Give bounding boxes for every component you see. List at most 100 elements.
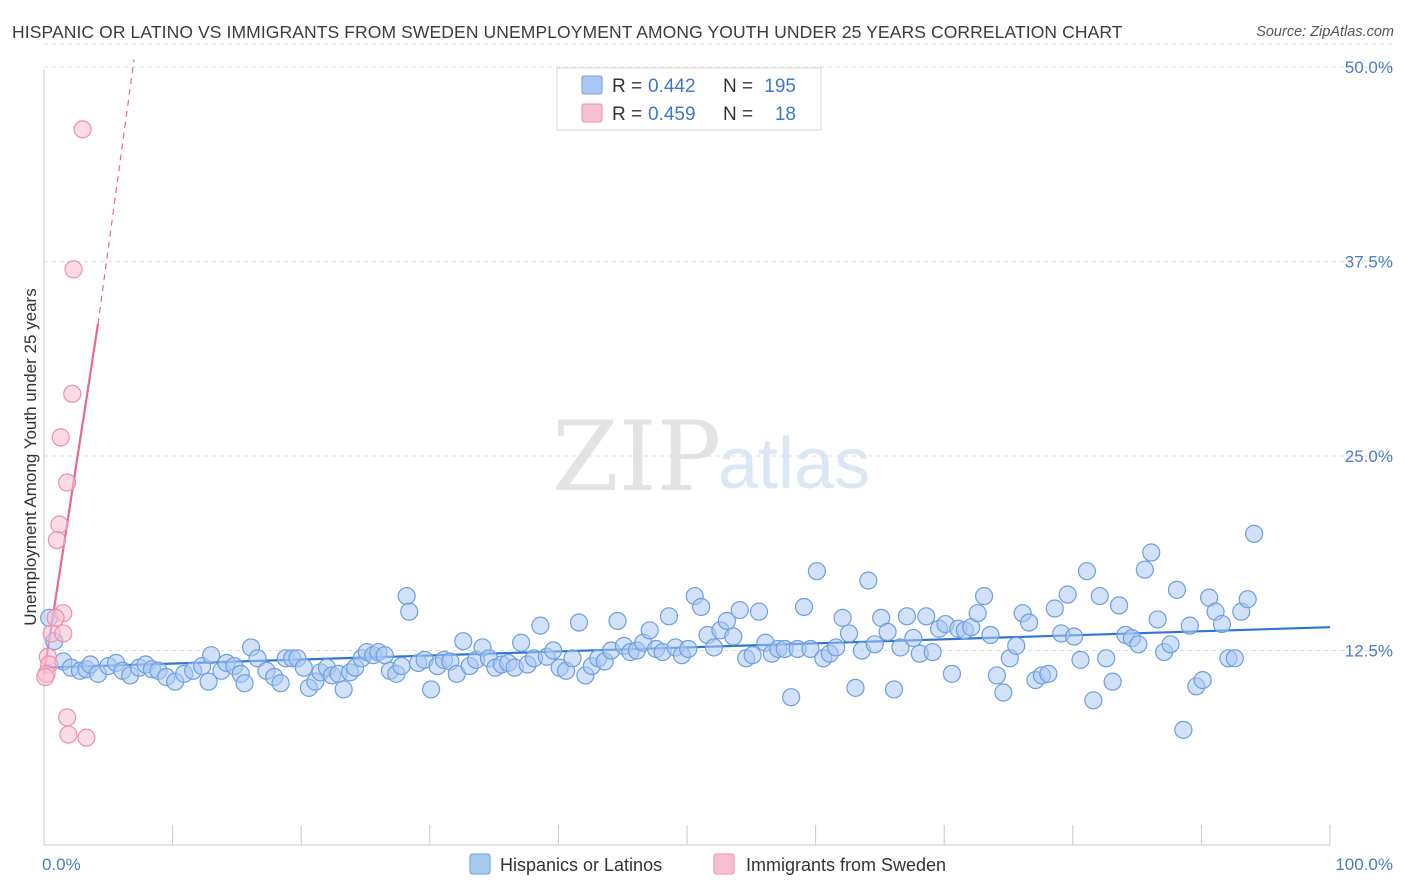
- y-tick-label-3: 50.0%: [1345, 58, 1393, 77]
- point-hispanics-117: [801, 639, 820, 659]
- point-hispanics-109: [749, 602, 769, 621]
- point-hispanics-160: [1077, 562, 1097, 581]
- x-ticks: [172, 825, 1331, 845]
- point-sweden-14: [58, 708, 77, 727]
- y-tick-label-1: 25.0%: [1345, 447, 1393, 466]
- point-hispanics-100: [692, 597, 711, 617]
- point-hispanics-164: [1103, 672, 1122, 691]
- point-sweden-2: [63, 384, 82, 403]
- bottom-legend: Hispanics or Latinos Immigrants from Swe…: [469, 853, 946, 875]
- point-hispanics-143: [968, 604, 987, 623]
- point-hispanics-77: [544, 641, 563, 660]
- point-hispanics-98: [679, 639, 698, 659]
- point-hispanics-127: [865, 635, 884, 654]
- point-hispanics-185: [1238, 590, 1257, 609]
- point-hispanics-114: [782, 688, 801, 707]
- point-hispanics-75: [531, 616, 550, 635]
- point-sweden-9: [54, 624, 73, 643]
- point-hispanics-122: [833, 608, 852, 627]
- point-hispanics-22: [202, 646, 221, 665]
- point-sweden-16: [77, 728, 96, 747]
- point-hispanics-130: [884, 680, 904, 699]
- y-tick-label-0: 12.5%: [1345, 642, 1393, 661]
- point-hispanics-54: [397, 586, 416, 606]
- point-hispanics-63: [454, 632, 473, 651]
- point-hispanics-87: [608, 611, 627, 631]
- point-hispanics-43: [334, 680, 353, 699]
- legend-n-label-pink: N =: [723, 104, 753, 125]
- point-hispanics-161: [1084, 691, 1103, 710]
- x-tick-label-max: 100.0%: [1335, 855, 1393, 874]
- point-hispanics-169: [1135, 560, 1154, 579]
- point-hispanics-92: [640, 621, 659, 640]
- point-hispanics-50: [375, 646, 394, 665]
- point-hispanics-116: [794, 597, 814, 617]
- point-hispanics-121: [827, 638, 846, 657]
- point-hispanics-139: [942, 664, 962, 683]
- y-axis-title: Unemployment Among Youth under 25 years: [21, 288, 40, 625]
- point-hispanics-80: [563, 649, 582, 668]
- bottom-legend-label-pink: Immigrants from Sweden: [746, 855, 946, 875]
- point-hispanics-157: [1058, 585, 1077, 604]
- point-hispanics-170: [1142, 543, 1161, 562]
- point-hispanics-106: [730, 600, 749, 620]
- watermark-atlas: atlas: [718, 424, 870, 504]
- point-hispanics-136: [923, 642, 942, 662]
- series-sweden-points: [36, 120, 96, 747]
- point-hispanics-29: [248, 649, 267, 668]
- point-hispanics-108: [743, 646, 762, 665]
- point-hispanics-53: [392, 656, 411, 676]
- point-sweden-5: [50, 515, 69, 534]
- trend-lines: [42, 59, 1331, 675]
- point-hispanics-181: [1212, 614, 1232, 634]
- point-hispanics-154: [1039, 664, 1058, 683]
- point-sweden-15: [59, 725, 78, 744]
- legend-swatch-blue: [581, 75, 603, 95]
- point-hispanics-151: [1019, 613, 1039, 632]
- point-hispanics-176: [1180, 616, 1199, 635]
- point-hispanics-21: [199, 672, 218, 691]
- point-sweden-1: [64, 260, 83, 279]
- point-sweden-6: [47, 530, 66, 550]
- series-hispanics-points: [40, 524, 1264, 739]
- point-hispanics-144: [974, 586, 994, 606]
- point-hispanics-131: [891, 638, 910, 657]
- legend-r-label-pink: R =: [612, 104, 642, 125]
- legend-box: R = 0.442 N = 195 R = 0.459 N = 18: [556, 67, 822, 131]
- point-hispanics-159: [1071, 650, 1090, 669]
- point-sweden-3: [51, 428, 70, 447]
- point-sweden-0: [73, 120, 92, 139]
- bottom-legend-label-blue: Hispanics or Latinos: [500, 855, 662, 875]
- legend-n-value-pink: 18: [775, 104, 796, 125]
- point-hispanics-102: [704, 638, 724, 657]
- point-sweden-17: [46, 608, 65, 627]
- point-hispanics-123: [839, 624, 859, 643]
- point-hispanics-175: [1174, 720, 1193, 739]
- point-hispanics-126: [859, 571, 878, 590]
- legend-r-value-blue: 0.442: [648, 76, 696, 97]
- point-hispanics-173: [1161, 635, 1180, 654]
- point-hispanics-163: [1097, 649, 1116, 668]
- trend-line-sweden-extended: [97, 59, 135, 324]
- grid-lines: [44, 43, 1392, 652]
- point-hispanics-55: [400, 602, 419, 621]
- x-tick-label-min: 0.0%: [42, 855, 81, 874]
- source-label: Source: ZipAtlas.com: [1256, 24, 1394, 40]
- point-hispanics-155: [1045, 599, 1064, 618]
- point-sweden-13: [36, 667, 55, 687]
- point-hispanics-168: [1129, 635, 1148, 654]
- bottom-legend-swatch-blue: [469, 853, 491, 875]
- point-hispanics-118: [807, 562, 826, 581]
- bottom-legend-swatch-pink: [713, 853, 735, 875]
- point-hispanics-27: [235, 674, 254, 693]
- point-hispanics-129: [878, 622, 897, 641]
- point-hispanics-58: [421, 680, 441, 699]
- point-hispanics-147: [994, 683, 1013, 702]
- y-tick-labels: 12.5% 25.0% 37.5% 50.0%: [1345, 58, 1393, 660]
- legend-n-value-blue: 195: [764, 76, 796, 97]
- point-hispanics-133: [904, 628, 923, 648]
- point-hispanics-165: [1109, 596, 1129, 615]
- point-sweden-4: [58, 473, 77, 492]
- y-tick-label-2: 37.5%: [1345, 253, 1393, 272]
